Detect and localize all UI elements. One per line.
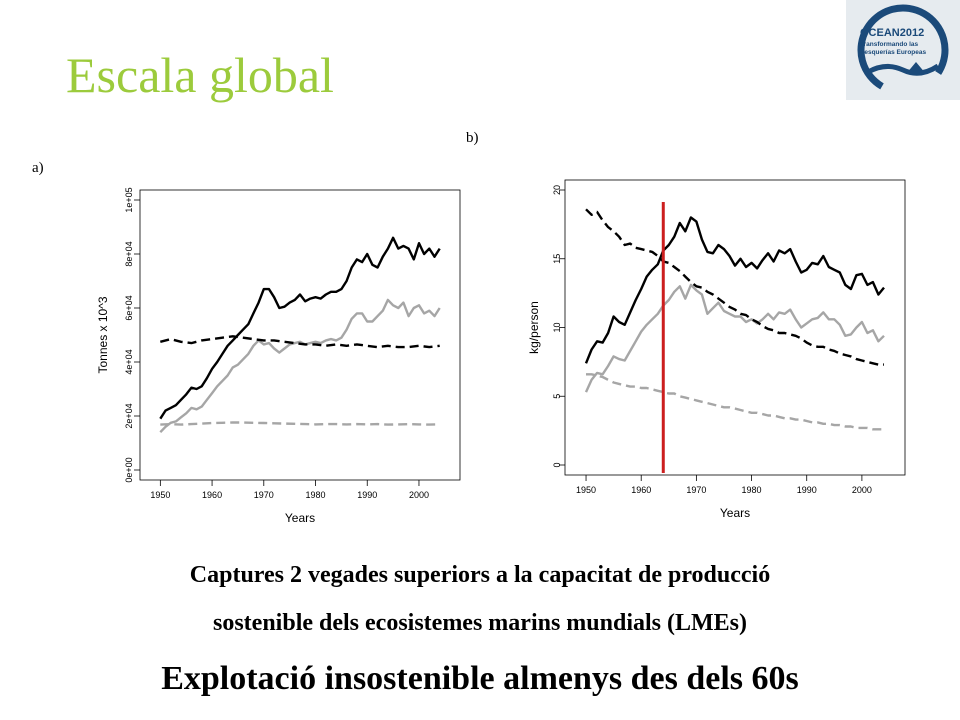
logo-text-sub2: Pesquerías Europeas bbox=[860, 49, 926, 56]
x-tick-label: 1950 bbox=[576, 485, 596, 495]
ocean2012-logo-graphic: OCEAN2012 Transformando las Pesquerías E… bbox=[857, 4, 949, 96]
x-tick-label: 1970 bbox=[254, 490, 274, 500]
y-tick-label: 2e+04 bbox=[124, 403, 134, 428]
panel-b-label: b) bbox=[466, 130, 479, 146]
y-tick-label: 20 bbox=[552, 185, 562, 195]
x-axis-label: Years bbox=[720, 506, 750, 520]
y-tick-label: 4e+04 bbox=[124, 349, 134, 374]
y-tick-label: 1e+05 bbox=[124, 187, 134, 212]
y-axis-label: Tonnes x 10^3 bbox=[96, 296, 110, 373]
y-tick-label: 0e+00 bbox=[124, 457, 134, 482]
series-line-3-dashed bbox=[585, 208, 884, 366]
y-tick-label: 10 bbox=[552, 322, 562, 332]
x-tick-label: 1960 bbox=[631, 485, 651, 495]
x-tick-label: 1950 bbox=[150, 490, 170, 500]
caption-line-1: Captures 2 vegades superiors a la capaci… bbox=[189, 562, 771, 588]
series-line-2-solid bbox=[584, 283, 885, 393]
logo-text-sub1: Transformando las bbox=[860, 41, 919, 48]
series-line-1-solid bbox=[159, 236, 441, 420]
x-tick-label: 2000 bbox=[409, 490, 429, 500]
x-tick-label: 1960 bbox=[202, 490, 222, 500]
y-tick-label: 5 bbox=[552, 394, 562, 399]
slide-title: Escala global bbox=[66, 47, 334, 103]
x-axis-label: Years bbox=[285, 511, 315, 525]
x-tick-label: 2000 bbox=[852, 485, 872, 495]
series-line-3-dashed bbox=[159, 335, 440, 349]
caption-line-2: sostenible dels ecosistemes marins mundi… bbox=[213, 610, 747, 636]
y-tick-label: 15 bbox=[552, 254, 562, 264]
series-line-1-solid bbox=[584, 216, 885, 364]
plot-frame bbox=[564, 179, 906, 476]
caption-line-3: Explotació insostenible almenys des dels… bbox=[161, 660, 799, 697]
plot-frame bbox=[139, 189, 461, 481]
x-tick-label: 1980 bbox=[306, 490, 326, 500]
y-axis-label: kg/person bbox=[527, 301, 541, 354]
x-tick-label: 1980 bbox=[742, 485, 762, 495]
y-tick-label: 0 bbox=[552, 462, 562, 467]
chart-b-kg-per-person: 1950 1960 1970 1980 1990 2000 0 5 10 15 20 Years kg/… bbox=[527, 179, 906, 520]
logo-text-main: OCEAN2012 bbox=[860, 27, 924, 39]
series-line-2-solid bbox=[159, 298, 441, 434]
x-tick-label: 1990 bbox=[797, 485, 817, 495]
series-line-4-dashed bbox=[160, 421, 440, 426]
series-line-4-dashed bbox=[586, 373, 884, 431]
panel-a-label: a) bbox=[32, 160, 44, 176]
x-tick-label: 1970 bbox=[686, 485, 706, 495]
x-tick-label: 1990 bbox=[357, 490, 377, 500]
y-tick-label: 8e+04 bbox=[124, 241, 134, 266]
y-tick-label: 6e+04 bbox=[124, 295, 134, 320]
chart-a-tonnes: 1950 1960 1970 1980 1990 2000 0e+00 2e+04 4e+04 6… bbox=[96, 187, 461, 525]
ocean2012-logo: OCEAN2012 Transformando las Pesquerías E… bbox=[846, 0, 960, 100]
